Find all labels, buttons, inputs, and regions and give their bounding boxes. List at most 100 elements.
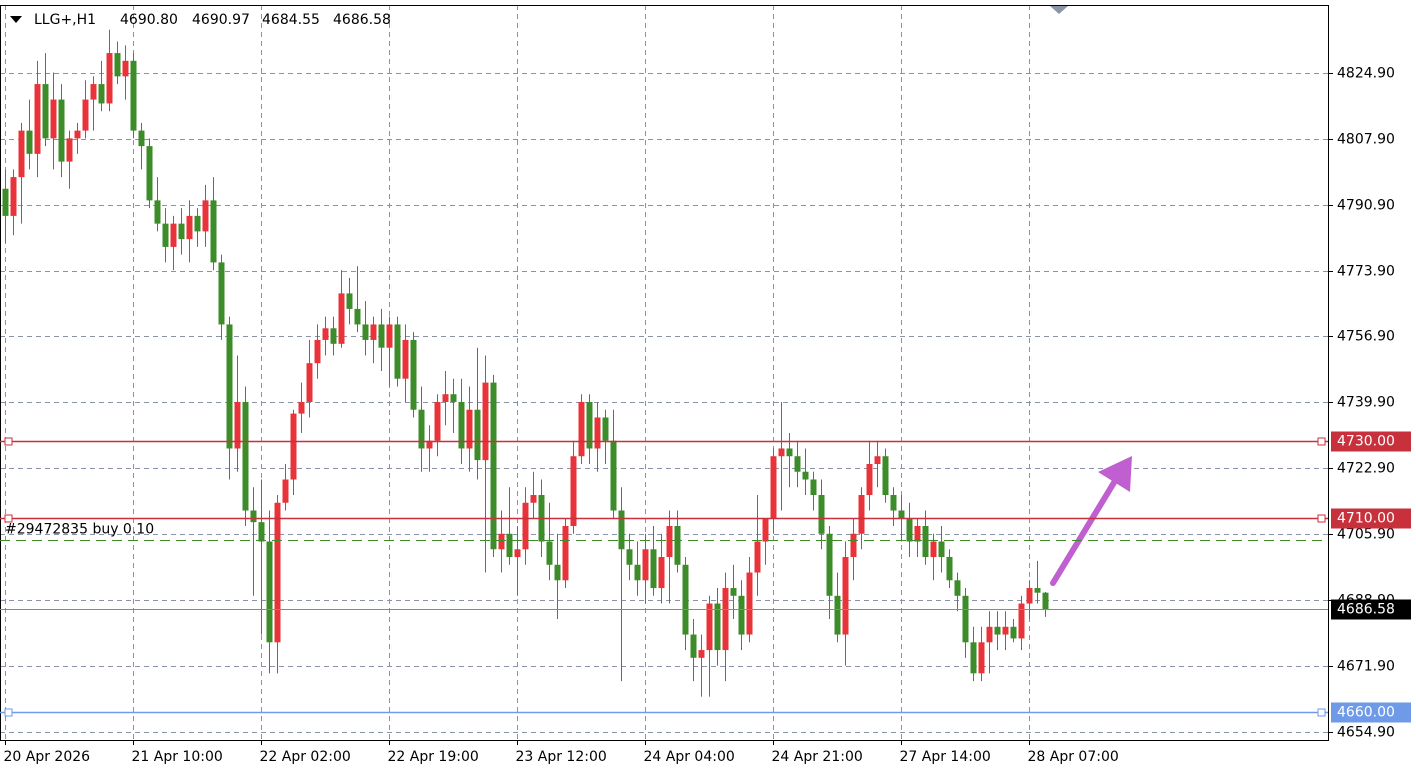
candle-body xyxy=(906,518,913,542)
candle-body xyxy=(394,324,401,379)
candle-body xyxy=(1010,626,1017,639)
candle-body xyxy=(978,642,985,674)
candle-body xyxy=(266,541,273,643)
candle-body xyxy=(866,463,873,495)
candle-body xyxy=(34,84,41,154)
candle-body xyxy=(1002,626,1009,635)
candle-body xyxy=(138,130,145,147)
candle-body xyxy=(290,413,297,480)
candle-body xyxy=(274,502,281,643)
candle-body xyxy=(506,533,513,558)
candle-body xyxy=(994,626,1001,635)
symbol-menu[interactable] xyxy=(10,16,22,23)
price-tag-label: 4730.00 xyxy=(1337,434,1395,450)
candle-body xyxy=(498,533,505,550)
candle-body xyxy=(626,549,633,565)
candle-body xyxy=(634,564,641,581)
candle-body xyxy=(354,308,361,325)
candle-body xyxy=(330,328,337,344)
candle-body xyxy=(530,495,537,503)
candle-body xyxy=(674,526,681,565)
plot-area xyxy=(2,29,1049,697)
candle-body xyxy=(418,409,425,449)
y-tick-label: 4773.90 xyxy=(1337,264,1395,280)
candle-body xyxy=(154,200,161,224)
candle-body xyxy=(90,84,97,100)
x-tick-label: 27 Apr 14:00 xyxy=(900,749,991,765)
candle-body xyxy=(298,401,305,414)
candle-body xyxy=(210,200,217,263)
y-tick-label: 4705.90 xyxy=(1337,527,1395,543)
candle-body xyxy=(306,363,313,402)
candle-body xyxy=(522,502,529,550)
level-handle xyxy=(4,514,13,523)
candle-body xyxy=(410,339,417,410)
y-tick-label: 4790.90 xyxy=(1337,198,1395,214)
candle-body xyxy=(938,541,945,558)
candle-body xyxy=(2,188,9,216)
candle-body xyxy=(466,409,473,449)
candle-body xyxy=(554,564,561,581)
candle-body xyxy=(130,60,137,131)
chart-frame xyxy=(0,5,1329,741)
candle-body xyxy=(186,215,193,240)
candle-body xyxy=(690,634,697,658)
candle-body xyxy=(786,448,793,457)
quote-high: 4690.97 xyxy=(192,12,250,28)
candle-body xyxy=(738,595,745,635)
grid: 4654.904671.904688.904705.904722.904739.… xyxy=(0,5,1395,765)
candle-body xyxy=(338,293,345,344)
candle-body xyxy=(434,401,441,441)
candle-body xyxy=(714,603,721,651)
trend-arrow-head xyxy=(1098,456,1132,492)
candle-body xyxy=(386,324,393,348)
candle-body xyxy=(1018,603,1025,639)
candle-body xyxy=(1034,588,1041,593)
candle-body xyxy=(850,533,857,558)
candle-body xyxy=(26,130,33,154)
x-tick-label: 24 Apr 04:00 xyxy=(644,749,735,765)
candle-body xyxy=(874,456,881,464)
candle-body xyxy=(570,456,577,527)
current-price-label: 4686.58 xyxy=(1337,602,1395,618)
candle-body xyxy=(122,60,129,77)
candle-body xyxy=(706,603,713,651)
candle-body xyxy=(202,200,209,232)
candle-body xyxy=(930,541,937,558)
candle-body xyxy=(474,409,481,461)
candle-body xyxy=(610,440,617,511)
candle-body xyxy=(58,99,65,162)
candle-body xyxy=(170,223,177,247)
candle-body xyxy=(986,626,993,643)
candle-body xyxy=(818,495,825,534)
level-handle xyxy=(4,708,13,717)
quote-low: 4684.55 xyxy=(262,12,320,28)
candle-body xyxy=(858,495,865,534)
x-tick-label: 23 Apr 12:00 xyxy=(516,749,607,765)
candle-body xyxy=(826,533,833,596)
candle-body xyxy=(250,510,257,523)
candle-body xyxy=(514,549,521,558)
price-tag-label: 4710.00 xyxy=(1337,511,1395,527)
y-tick-label: 4824.90 xyxy=(1337,66,1395,82)
candle-body xyxy=(602,417,609,441)
order-label: #29472835 buy 0.10 xyxy=(5,522,154,538)
candle-body xyxy=(730,588,737,596)
price-tag xyxy=(1331,508,1411,529)
candle-body xyxy=(322,328,329,340)
candle-body xyxy=(74,130,81,139)
candle-body xyxy=(970,642,977,674)
candle-body xyxy=(218,262,225,325)
candle-body xyxy=(346,293,353,309)
candle-body xyxy=(746,572,753,635)
candle-body xyxy=(658,557,665,589)
candle-body xyxy=(442,394,449,402)
candle-body xyxy=(802,471,809,480)
candle-body xyxy=(50,99,57,139)
candle-body xyxy=(954,580,961,596)
overlay: #29472835 buy 0.10 4730.00 4710.00 4660.00 4… xyxy=(0,431,1411,723)
period-marker xyxy=(1050,6,1068,14)
candle-body xyxy=(242,401,249,511)
candle-body xyxy=(66,138,73,162)
